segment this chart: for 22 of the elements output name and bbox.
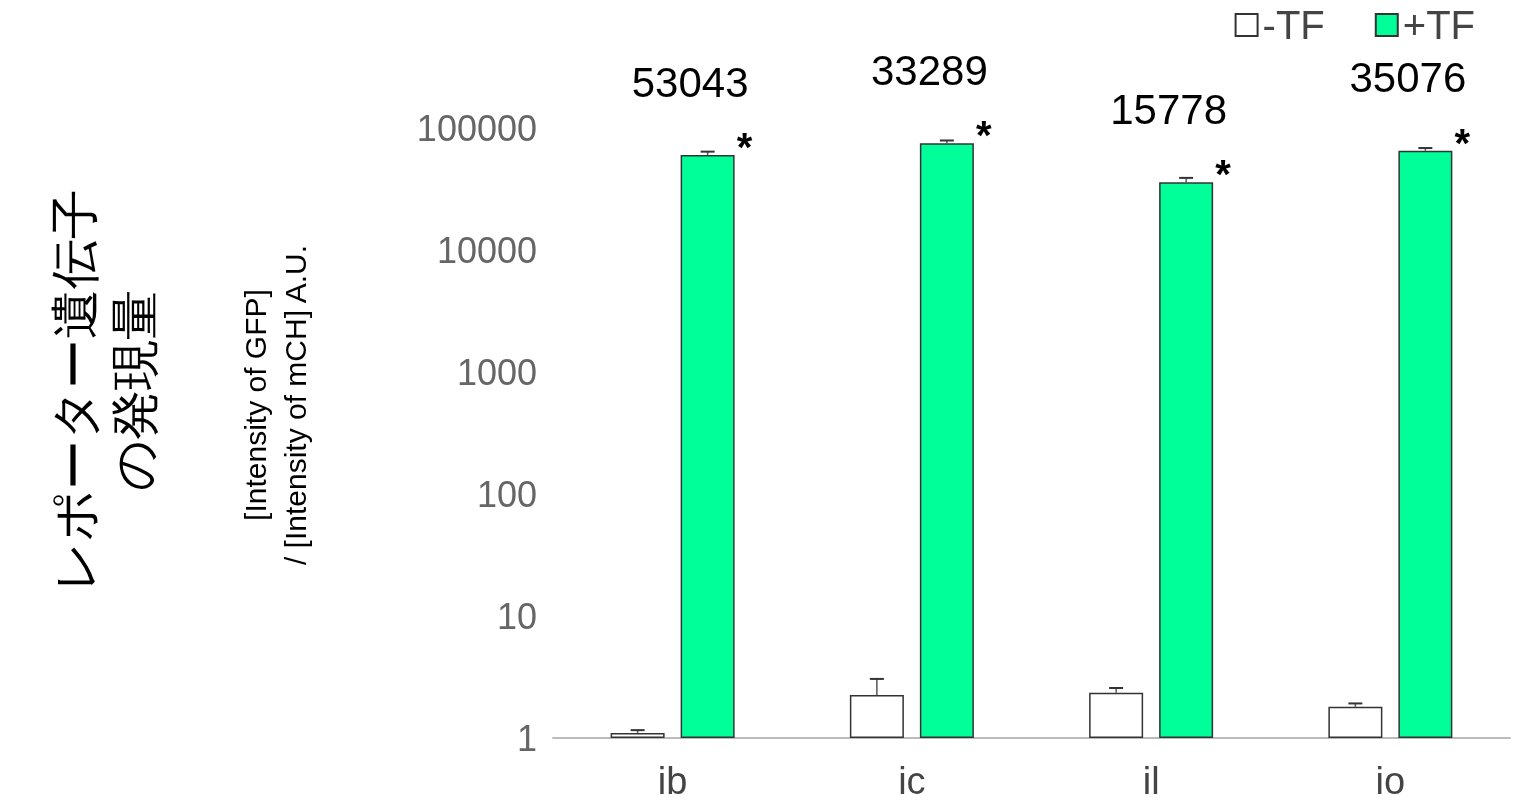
legend-label: +TF <box>1402 3 1476 47</box>
x-tick-label: ic <box>898 760 926 802</box>
y-tick-label: 1 <box>516 717 537 759</box>
y-tick-label: 10 <box>496 595 537 637</box>
annotation: * <box>736 125 753 170</box>
y-tick-label: 100 <box>476 473 537 515</box>
y-tick-label: 100000 <box>416 107 537 149</box>
text: 35076 <box>1349 54 1467 102</box>
x-tick-label: ib <box>657 760 688 802</box>
y-tick-label: 1000 <box>456 351 537 393</box>
x-tick-label: io <box>1375 760 1406 802</box>
y-axis-title: [Intensity of GFP] / [Intensity of mCH] A.U. <box>238 244 312 566</box>
annotation: 15778 <box>1110 85 1228 133</box>
text: レポーター遺伝子の発現量 <box>47 188 163 592</box>
legend-label: -TF <box>1262 3 1325 47</box>
y-tick-label: 10000 <box>436 229 537 271</box>
annotation: * <box>1454 120 1471 165</box>
annotation: * <box>975 113 992 158</box>
annotation: * <box>1215 152 1232 197</box>
text: 53043 <box>631 58 749 106</box>
x-tick-label: il <box>1142 760 1160 802</box>
text: 33289 <box>870 46 988 94</box>
